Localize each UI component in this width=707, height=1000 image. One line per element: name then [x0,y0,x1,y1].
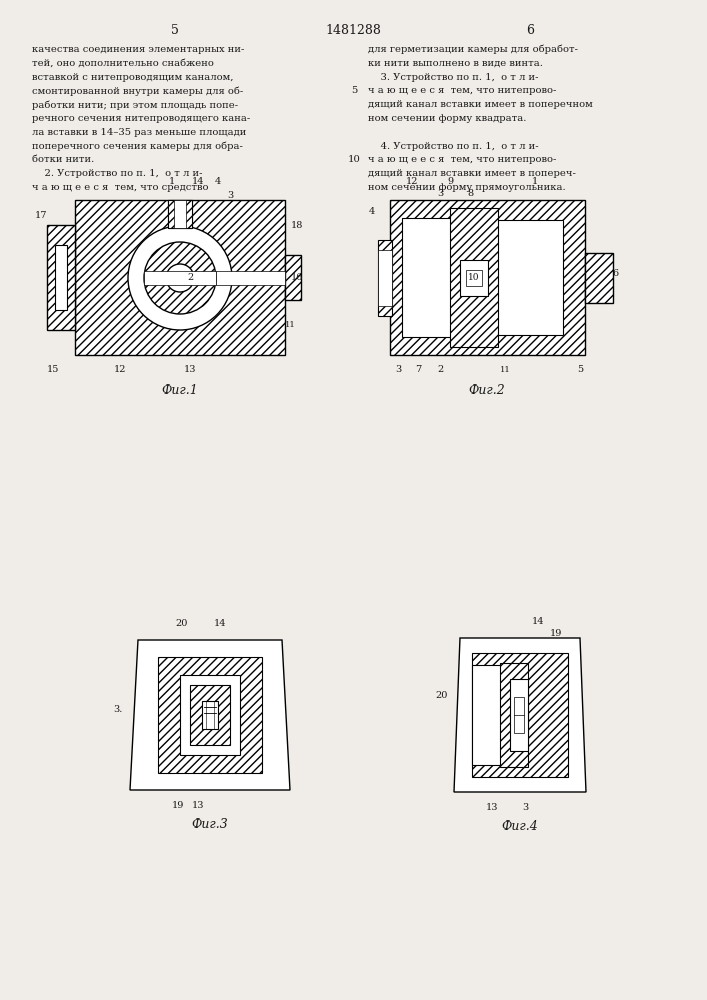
Text: ки нити выполнено в виде винта.: ки нити выполнено в виде винта. [368,59,543,68]
Text: 1: 1 [532,178,538,186]
Bar [500,663,528,767]
Text: 8: 8 [467,188,473,198]
Text: 3: 3 [395,365,401,374]
Text: ном сечении форму квадрата.: ном сечении форму квадрата. [368,114,527,123]
Text: 6: 6 [526,23,534,36]
Text: 20: 20 [436,690,448,700]
Bar [47,225,75,330]
Bar [402,218,457,337]
Text: 4: 4 [215,178,221,186]
Bar [585,253,613,303]
Bar [514,697,524,733]
Text: поперечного сечения камеры для обра-: поперечного сечения камеры для обра- [32,142,243,151]
Bar [144,271,216,285]
Text: 20: 20 [176,619,188,629]
Bar [75,200,285,355]
Text: 3: 3 [522,802,528,812]
Text: 19: 19 [550,629,562,638]
Text: 18: 18 [291,221,303,230]
Text: 3. Устройство по п. 1,  о т л и-: 3. Устройство по п. 1, о т л и- [368,73,539,82]
Text: смонтированной внутри камеры для об-: смонтированной внутри камеры для об- [32,86,243,96]
Text: ла вставки в 14–35 раз меньше площади: ла вставки в 14–35 раз меньше площади [32,128,246,137]
Text: 10: 10 [468,273,480,282]
Text: 2: 2 [187,273,193,282]
Text: ном сечении форму прямоугольника.: ном сечении форму прямоугольника. [368,183,566,192]
Text: 3: 3 [227,190,233,200]
Text: 10: 10 [348,155,361,164]
Bar [510,679,528,751]
Polygon shape [130,640,290,790]
Bar [472,665,504,765]
Text: 6: 6 [612,268,618,277]
Text: 9: 9 [447,178,453,186]
Bar [168,200,192,228]
Text: 14: 14 [192,178,204,186]
Text: 11: 11 [285,321,296,329]
Text: 13: 13 [192,800,204,810]
Polygon shape [454,638,586,792]
Bar [285,255,301,300]
Bar [472,653,568,777]
Bar [174,200,186,228]
Text: 12: 12 [406,178,419,186]
Text: 17: 17 [35,211,47,220]
Text: дящий канал вставки имеет в поперечном: дящий канал вставки имеет в поперечном [368,100,592,109]
Text: 5: 5 [577,365,583,374]
Text: 1481288: 1481288 [325,23,381,36]
Text: вставкой с нитепроводящим каналом,: вставкой с нитепроводящим каналом, [32,73,233,82]
Circle shape [128,226,232,330]
Text: для герметизации камеры для обработ-: для герметизации камеры для обработ- [368,45,578,54]
Text: ч а ю щ е е с я  тем, что нитепрово-: ч а ю щ е е с я тем, что нитепрово- [368,155,556,164]
Text: 19: 19 [172,800,185,810]
Bar [390,200,585,355]
Bar [378,240,392,316]
Text: 14: 14 [214,619,226,629]
Text: качества соединения элементарных ни-: качества соединения элементарных ни- [32,45,245,54]
Bar [216,271,285,285]
Text: ч а ю щ е е с я  тем, что средство: ч а ю щ е е с я тем, что средство [32,183,209,192]
Text: речного сечения нитепроводящего кана-: речного сечения нитепроводящего кана- [32,114,250,123]
Text: 5: 5 [351,86,357,95]
Circle shape [144,242,216,314]
Text: дящий канал вставки имеет в попереч-: дящий канал вставки имеет в попереч- [368,169,576,178]
Text: Фиг.1: Фиг.1 [162,383,199,396]
Text: 5: 5 [171,23,179,36]
Text: Фиг.2: Фиг.2 [469,383,506,396]
Text: работки нити; при этом площадь попе-: работки нити; при этом площадь попе- [32,100,238,110]
Text: 11: 11 [500,366,510,374]
Text: 12: 12 [114,365,127,374]
Bar [460,260,488,296]
Text: 15: 15 [47,364,59,373]
Bar [466,270,482,286]
Text: 14: 14 [532,617,544,626]
Bar [190,685,230,745]
Bar [55,245,67,310]
Text: 1: 1 [169,178,175,186]
Text: Фиг.3: Фиг.3 [192,818,228,832]
Bar [495,220,563,335]
Bar [202,701,218,729]
Text: 4. Устройство по п. 1,  о т л и-: 4. Устройство по п. 1, о т л и- [368,142,539,151]
Text: тей, оно дополнительно снабжено: тей, оно дополнительно снабжено [32,59,214,68]
Bar [450,208,498,347]
Bar [378,250,392,306]
Text: ч а ю щ е е с я  тем, что нитепрово-: ч а ю щ е е с я тем, что нитепрово- [368,86,556,95]
Text: 13: 13 [486,802,498,812]
Circle shape [166,264,194,292]
Text: 16: 16 [291,273,303,282]
Text: 3: 3 [437,188,443,198]
Bar [168,200,192,228]
Text: 2: 2 [437,365,443,374]
Text: 2. Устройство по п. 1,  о т л и-: 2. Устройство по п. 1, о т л и- [32,169,202,178]
Text: 3.: 3. [113,706,123,714]
Text: 4: 4 [369,208,375,217]
Bar [158,657,262,773]
Text: Фиг.4: Фиг.4 [502,820,538,834]
Bar [180,675,240,755]
Text: 7: 7 [415,365,421,374]
Text: ботки нити.: ботки нити. [32,155,94,164]
Text: 13: 13 [184,365,197,374]
